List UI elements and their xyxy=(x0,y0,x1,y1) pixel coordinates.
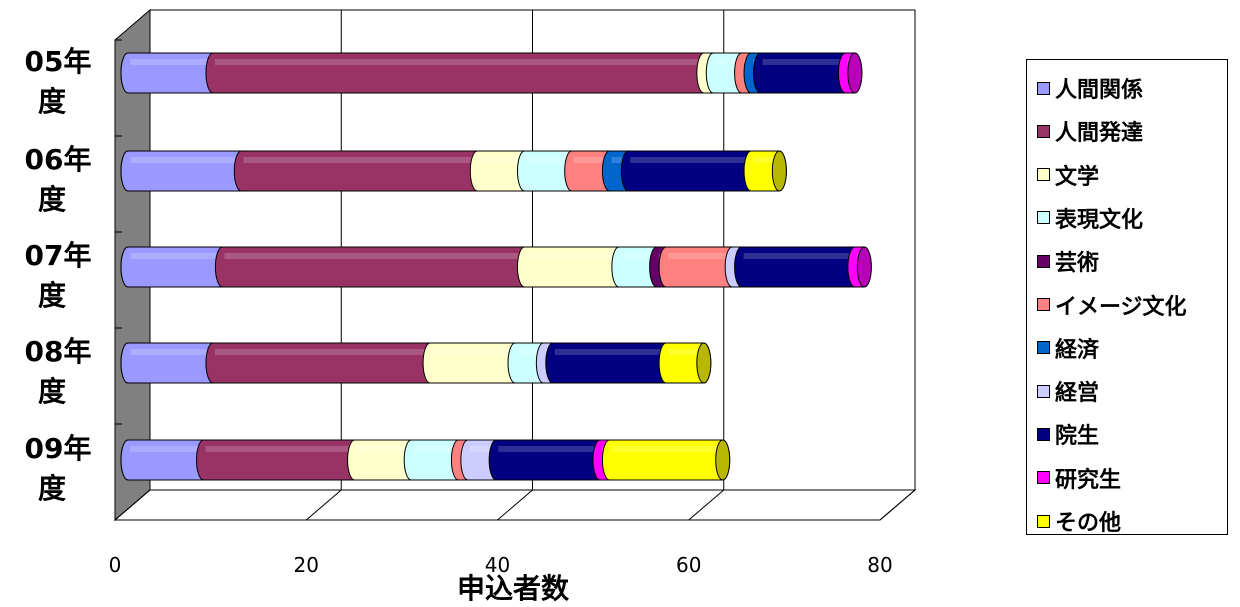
bar-segment-highlight xyxy=(214,349,429,355)
legend-label: 経済 xyxy=(1055,337,1100,363)
legend-label: 院生 xyxy=(1055,424,1100,450)
x-axis-tick-labels: 0 20 40 60 80 xyxy=(109,553,893,577)
legend-swatch xyxy=(1037,124,1050,138)
legend-label: 文学 xyxy=(1055,164,1100,190)
bar-segment-highlight xyxy=(243,157,476,163)
category-label: 07年度 xyxy=(25,239,92,312)
legend-label: 表現文化 xyxy=(1055,207,1144,233)
legend-item: 人間関係 xyxy=(1037,68,1143,108)
bar-right-cap xyxy=(847,52,863,94)
legend-item: その他 xyxy=(1037,501,1121,541)
legend-item: 研究生 xyxy=(1037,458,1121,498)
bar-segment-highlight xyxy=(743,253,853,259)
bar-segment-highlight xyxy=(130,59,211,65)
legend-item: 院生 xyxy=(1037,414,1099,454)
bar-segment-highlight xyxy=(130,446,202,452)
legend-label: 人間発達 xyxy=(1055,121,1144,147)
bar-group-0 xyxy=(120,52,863,94)
floor-gridline xyxy=(497,489,533,521)
legend-swatch xyxy=(1037,298,1050,311)
x-axis-title: 申込者数 xyxy=(457,572,570,605)
bar-segment-highlight xyxy=(611,157,627,163)
bar-segment-highlight xyxy=(630,157,750,163)
bar-right-cap xyxy=(715,439,731,481)
bar-segment-highlight xyxy=(526,157,570,163)
legend-swatch xyxy=(1037,427,1050,441)
bar-segment-highlight xyxy=(668,349,702,355)
bar-segment-highlight xyxy=(668,253,731,259)
bar-segment-highlight xyxy=(205,446,353,452)
bar-segment-highlight xyxy=(214,59,702,65)
bar-group-1 xyxy=(120,150,787,192)
legend-item: 経営 xyxy=(1037,371,1099,411)
legend-swatch xyxy=(1037,514,1050,528)
floor-gridline xyxy=(305,489,342,521)
x-tick-label: 40 xyxy=(485,553,510,577)
bar-group-4 xyxy=(120,439,731,481)
legend-label: 人間関係 xyxy=(1055,78,1144,103)
legend-swatch xyxy=(1037,341,1050,355)
category-label: 08年度 xyxy=(25,335,92,408)
bar-right-cap xyxy=(856,246,872,288)
legend-swatch xyxy=(1037,211,1050,225)
bar-segment-highlight xyxy=(224,253,523,259)
bar-right-cap xyxy=(771,150,787,192)
y-axis-labels: 05年度 06年度 07年度 08年度 09年度 xyxy=(25,45,92,505)
bars xyxy=(120,52,872,481)
legend-swatch xyxy=(1037,168,1050,182)
bar-segment-highlight xyxy=(356,446,410,452)
category-label: 09年度 xyxy=(25,432,92,505)
legend-item: 芸術 xyxy=(1037,241,1099,281)
bar-segment-highlight xyxy=(432,349,514,355)
bar-segment-highlight xyxy=(554,349,665,355)
legend-item: 経済 xyxy=(1037,328,1099,368)
bar-segment-highlight xyxy=(620,253,655,259)
bar-segment-highlight xyxy=(762,59,844,65)
floor-gridline xyxy=(879,489,916,521)
bar-segment-highlight xyxy=(573,157,608,163)
legend-item: イメージ文化 xyxy=(1037,285,1187,325)
bar-segment-highlight xyxy=(469,446,495,452)
bar-segment-highlight xyxy=(753,157,778,163)
legend-swatch xyxy=(1037,81,1050,95)
x-tick-label: 60 xyxy=(676,553,701,577)
bar-segment-highlight xyxy=(479,157,523,163)
legend-label: イメージ文化 xyxy=(1055,294,1187,320)
floor-gridline xyxy=(688,489,725,521)
bar-group-2 xyxy=(120,246,872,288)
bar-segment-highlight xyxy=(130,349,211,355)
bar-segment-highlight xyxy=(715,59,740,65)
legend-item: 文学 xyxy=(1037,155,1099,195)
bar-group-3 xyxy=(120,342,712,384)
legend-label: 芸術 xyxy=(1055,251,1100,277)
category-label: 06年度 xyxy=(25,143,92,216)
x-tick-label: 80 xyxy=(867,553,892,577)
category-label: 05年度 xyxy=(25,45,92,118)
x-tick-label: 0 xyxy=(109,553,122,577)
legend-item: 表現文化 xyxy=(1037,198,1143,238)
legend: 人間関係人間発達文学表現文化芸術イメージ文化 経済経営院生研究生その他 xyxy=(1026,59,1228,536)
x-tick-label: 20 xyxy=(294,553,319,577)
legend-swatch xyxy=(1037,254,1050,268)
legend-label: 経営 xyxy=(1055,381,1100,407)
bar-segment-highlight xyxy=(130,253,221,259)
floor-gridline xyxy=(114,489,151,521)
legend-label: 研究生 xyxy=(1055,467,1122,493)
bar-segment-highlight xyxy=(611,446,721,452)
legend-label: その他 xyxy=(1055,511,1122,536)
bar-segment-highlight xyxy=(498,446,598,452)
bar-segment-highlight xyxy=(517,349,542,355)
legend-item: 人間発達 xyxy=(1037,111,1143,151)
bar-segment-highlight xyxy=(130,157,240,163)
bar-segment-highlight xyxy=(526,253,617,259)
legend-swatch xyxy=(1037,471,1050,485)
bar-segment-highlight xyxy=(413,446,457,452)
bar-right-cap xyxy=(696,342,712,384)
legend-swatch xyxy=(1037,384,1050,398)
